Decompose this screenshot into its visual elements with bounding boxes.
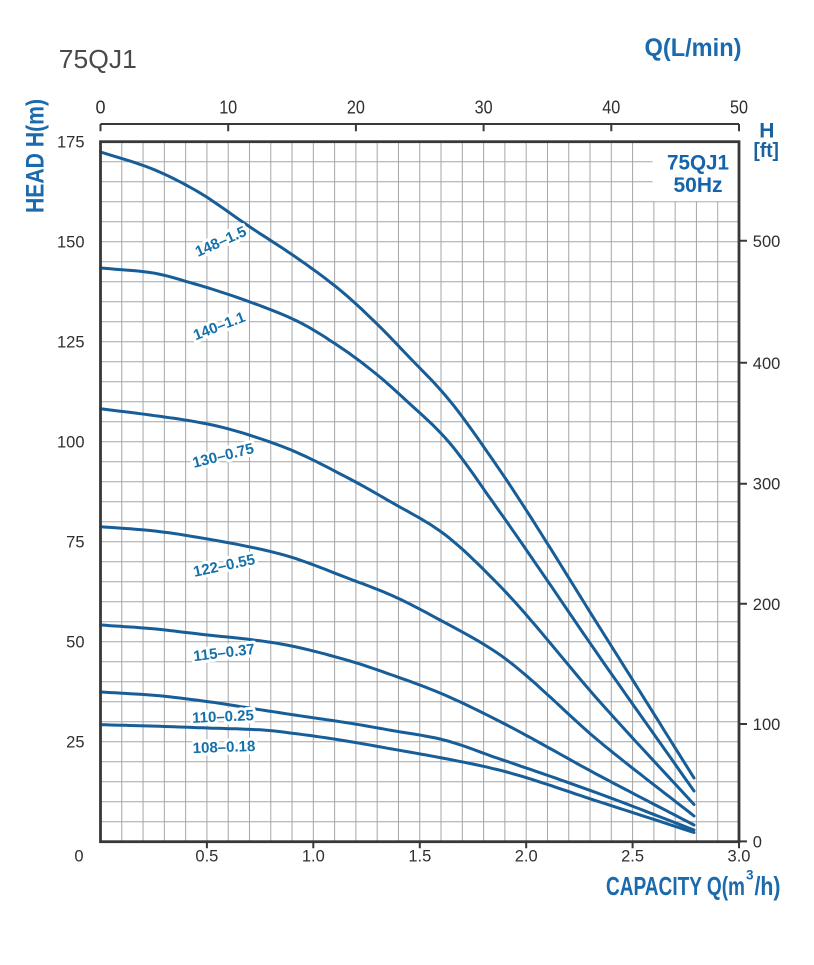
svg-text:3: 3: [746, 868, 754, 883]
svg-text:1.0: 1.0: [302, 848, 325, 866]
svg-text:500: 500: [753, 233, 781, 251]
svg-text:H: H: [759, 120, 774, 143]
svg-text:3.0: 3.0: [728, 848, 751, 866]
svg-text:400: 400: [753, 355, 781, 373]
svg-text:HEAD H(m): HEAD H(m): [22, 99, 50, 213]
svg-text:75QJ1: 75QJ1: [59, 44, 137, 74]
svg-text:0: 0: [753, 833, 762, 851]
svg-text:2.0: 2.0: [515, 848, 538, 866]
svg-text:20: 20: [347, 98, 365, 118]
svg-text:40: 40: [602, 98, 620, 118]
svg-text:110–0.25: 110–0.25: [192, 707, 254, 727]
svg-text:30: 30: [475, 98, 493, 118]
svg-text:25: 25: [66, 734, 84, 752]
svg-text:[ft]: [ft]: [754, 140, 779, 162]
svg-text:0.5: 0.5: [195, 848, 218, 866]
svg-text:/h): /h): [755, 871, 781, 901]
svg-text:50: 50: [66, 634, 84, 652]
svg-text:300: 300: [753, 476, 781, 494]
svg-text:175: 175: [57, 134, 85, 152]
svg-text:100: 100: [57, 434, 85, 452]
svg-text:50: 50: [730, 98, 748, 118]
svg-text:10: 10: [219, 98, 237, 118]
svg-text:100: 100: [753, 716, 781, 734]
svg-text:150: 150: [57, 234, 85, 252]
svg-text:75QJ1: 75QJ1: [667, 150, 729, 174]
svg-text:0: 0: [95, 98, 105, 118]
svg-text:Q(L/min): Q(L/min): [645, 34, 742, 62]
svg-text:2.5: 2.5: [621, 848, 644, 866]
svg-text:50Hz: 50Hz: [674, 173, 723, 197]
svg-text:200: 200: [753, 596, 781, 614]
svg-text:1.5: 1.5: [408, 848, 431, 866]
svg-text:CAPACITY Q(m: CAPACITY Q(m: [606, 871, 745, 901]
svg-text:125: 125: [57, 334, 85, 352]
svg-text:75: 75: [66, 534, 84, 552]
svg-text:0: 0: [74, 848, 83, 866]
svg-text:108–0.18: 108–0.18: [192, 738, 255, 757]
